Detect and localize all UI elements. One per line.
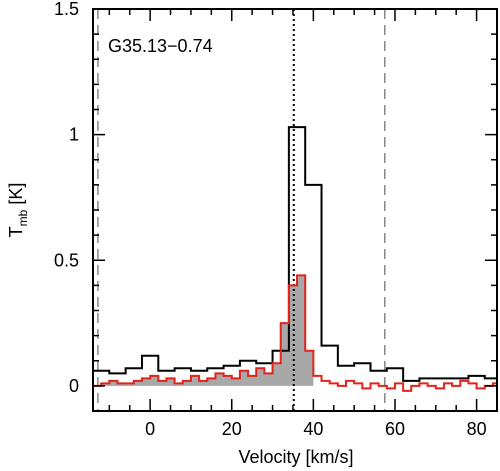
- x-tick-label: 0: [145, 419, 155, 439]
- filled-area: [93, 275, 314, 386]
- source-name-annotation: G35.13−0.74: [108, 36, 213, 56]
- y-axis-title-main: T: [6, 226, 26, 237]
- x-tick-label: 80: [467, 419, 487, 439]
- y-axis-title-sub: mb: [16, 209, 30, 226]
- y-tick-label: 1.5: [54, 0, 79, 19]
- y-tick-label: 0: [69, 376, 79, 396]
- series-black-spectrum: [93, 126, 497, 382]
- y-tick-label: 1: [69, 125, 79, 145]
- plot-frame: [92, 8, 498, 412]
- y-axis-title-unit: [K]: [6, 183, 26, 210]
- x-tick-label: 40: [303, 419, 323, 439]
- x-tick-label: 20: [222, 419, 242, 439]
- series-red-spectrum: [93, 274, 497, 392]
- y-axis-title: Tmb [K]: [6, 183, 30, 238]
- y-tick-label: 0.5: [54, 250, 79, 270]
- x-axis-title: Velocity [km/s]: [238, 447, 353, 467]
- x-tick-label: 60: [385, 419, 405, 439]
